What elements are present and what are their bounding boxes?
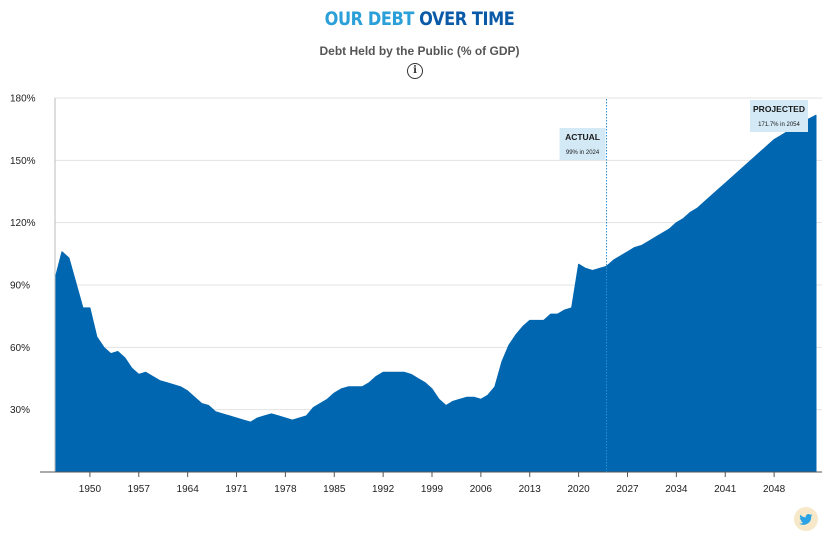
info-icon[interactable]: i	[407, 63, 423, 79]
x-tick-label: 2020	[567, 484, 590, 495]
callout-note: 99% in 2024	[566, 150, 600, 156]
title-part-two: OVER TIME	[419, 8, 515, 30]
x-tick-label: 2034	[665, 484, 688, 495]
x-tick-label: 1971	[225, 484, 248, 495]
y-tick-label: 180%	[10, 94, 36, 105]
y-tick-label: 120%	[10, 218, 36, 229]
x-tick-label: 1950	[79, 484, 102, 495]
x-tick-label: 2048	[763, 484, 786, 495]
debt-area	[54, 114, 817, 473]
y-tick-label: 90%	[10, 281, 30, 292]
x-tick-label: 2041	[714, 484, 737, 495]
x-tick-label: 1985	[323, 484, 346, 495]
callout-label: PROJECTED	[753, 104, 805, 114]
actual-callout	[559, 128, 606, 160]
title-part-one: OUR DEBT	[324, 8, 415, 30]
x-tick-label: 1992	[372, 484, 395, 495]
y-tick-label: 30%	[10, 405, 30, 416]
x-tick-label: 2006	[470, 484, 493, 495]
y-tick-label: 60%	[10, 343, 30, 354]
chart-title: OUR DEBT OVER TIME	[63, 8, 776, 30]
x-tick-label: 2013	[519, 484, 542, 495]
x-tick-label: 2027	[616, 484, 639, 495]
chart-subtitle: Debt Held by the Public (% of GDP)	[319, 44, 520, 58]
twitter-bird-icon	[799, 514, 813, 525]
x-tick-label: 1957	[128, 484, 151, 495]
twitter-icon[interactable]	[794, 507, 818, 531]
callout-label: ACTUAL	[565, 132, 600, 142]
projected-callout	[750, 100, 808, 132]
x-tick-label: 1964	[177, 484, 200, 495]
x-tick-label: 1999	[421, 484, 444, 495]
x-tick-label: 1978	[274, 484, 297, 495]
callout-note: 171.7% in 2054	[758, 122, 800, 128]
y-tick-label: 150%	[10, 156, 36, 167]
